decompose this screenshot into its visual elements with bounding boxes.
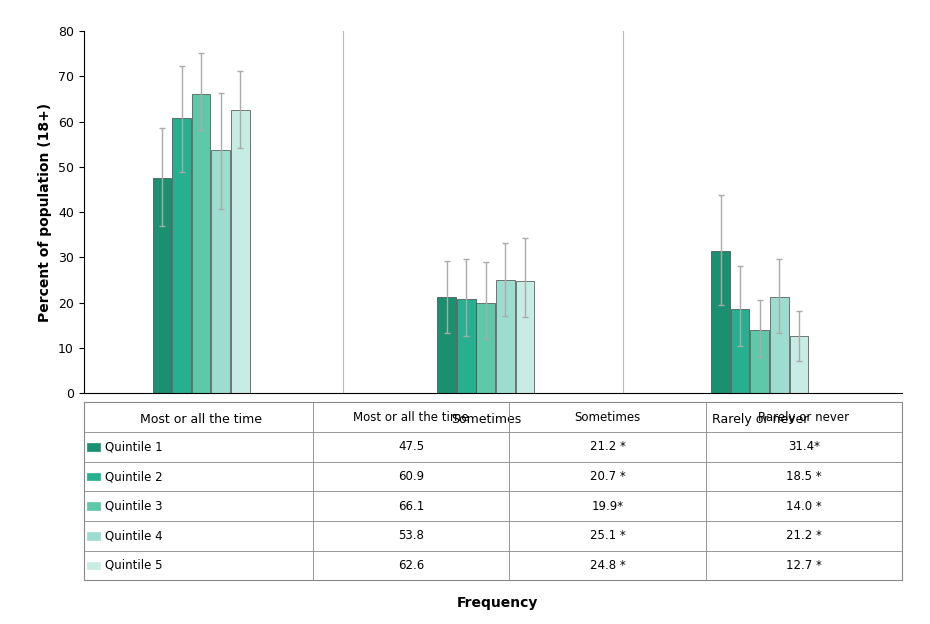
Y-axis label: Percent of population (18+): Percent of population (18+) — [38, 102, 52, 322]
Text: Quintile 4: Quintile 4 — [105, 529, 163, 542]
Bar — [790, 336, 808, 393]
Bar — [770, 297, 789, 393]
Bar — [192, 94, 210, 393]
Text: 12.7 *: 12.7 * — [786, 559, 822, 572]
Bar — [172, 117, 191, 393]
Text: Quintile 5: Quintile 5 — [105, 559, 163, 572]
Bar — [751, 329, 769, 393]
Text: Rarely or never: Rarely or never — [711, 414, 808, 426]
Text: Quintile 2: Quintile 2 — [105, 470, 163, 483]
Text: 20.7 *: 20.7 * — [590, 470, 625, 483]
Bar — [437, 297, 456, 393]
Text: 47.5: 47.5 — [398, 441, 424, 454]
Text: 60.9: 60.9 — [398, 470, 424, 483]
Text: 21.2 *: 21.2 * — [590, 441, 625, 454]
Text: 25.1 *: 25.1 * — [590, 529, 625, 542]
Text: Quintile 3: Quintile 3 — [105, 500, 163, 513]
Bar — [211, 150, 230, 393]
Text: 53.8: 53.8 — [398, 529, 424, 542]
Text: 31.4*: 31.4* — [788, 441, 820, 454]
Text: Sometimes: Sometimes — [575, 411, 641, 424]
Bar — [515, 281, 534, 393]
Text: Quintile 1: Quintile 1 — [105, 441, 163, 454]
Text: 14.0 *: 14.0 * — [786, 500, 822, 513]
Text: 19.9*: 19.9* — [591, 500, 623, 513]
Bar — [153, 178, 171, 393]
Text: Most or all the time: Most or all the time — [140, 414, 262, 426]
Text: Most or all the time: Most or all the time — [353, 411, 469, 424]
Text: Rarely or never: Rarely or never — [758, 411, 849, 424]
Text: Sometimes: Sometimes — [451, 414, 521, 426]
Text: 24.8 *: 24.8 * — [590, 559, 625, 572]
Bar — [457, 300, 475, 393]
Bar — [731, 310, 750, 393]
Text: 21.2 *: 21.2 * — [786, 529, 822, 542]
Text: 62.6: 62.6 — [398, 559, 424, 572]
Bar — [711, 251, 730, 393]
Bar — [231, 110, 249, 393]
Text: 66.1: 66.1 — [398, 500, 424, 513]
Bar — [476, 303, 495, 393]
Text: Frequency: Frequency — [457, 597, 538, 610]
Bar — [496, 280, 514, 393]
Text: 18.5 *: 18.5 * — [786, 470, 822, 483]
